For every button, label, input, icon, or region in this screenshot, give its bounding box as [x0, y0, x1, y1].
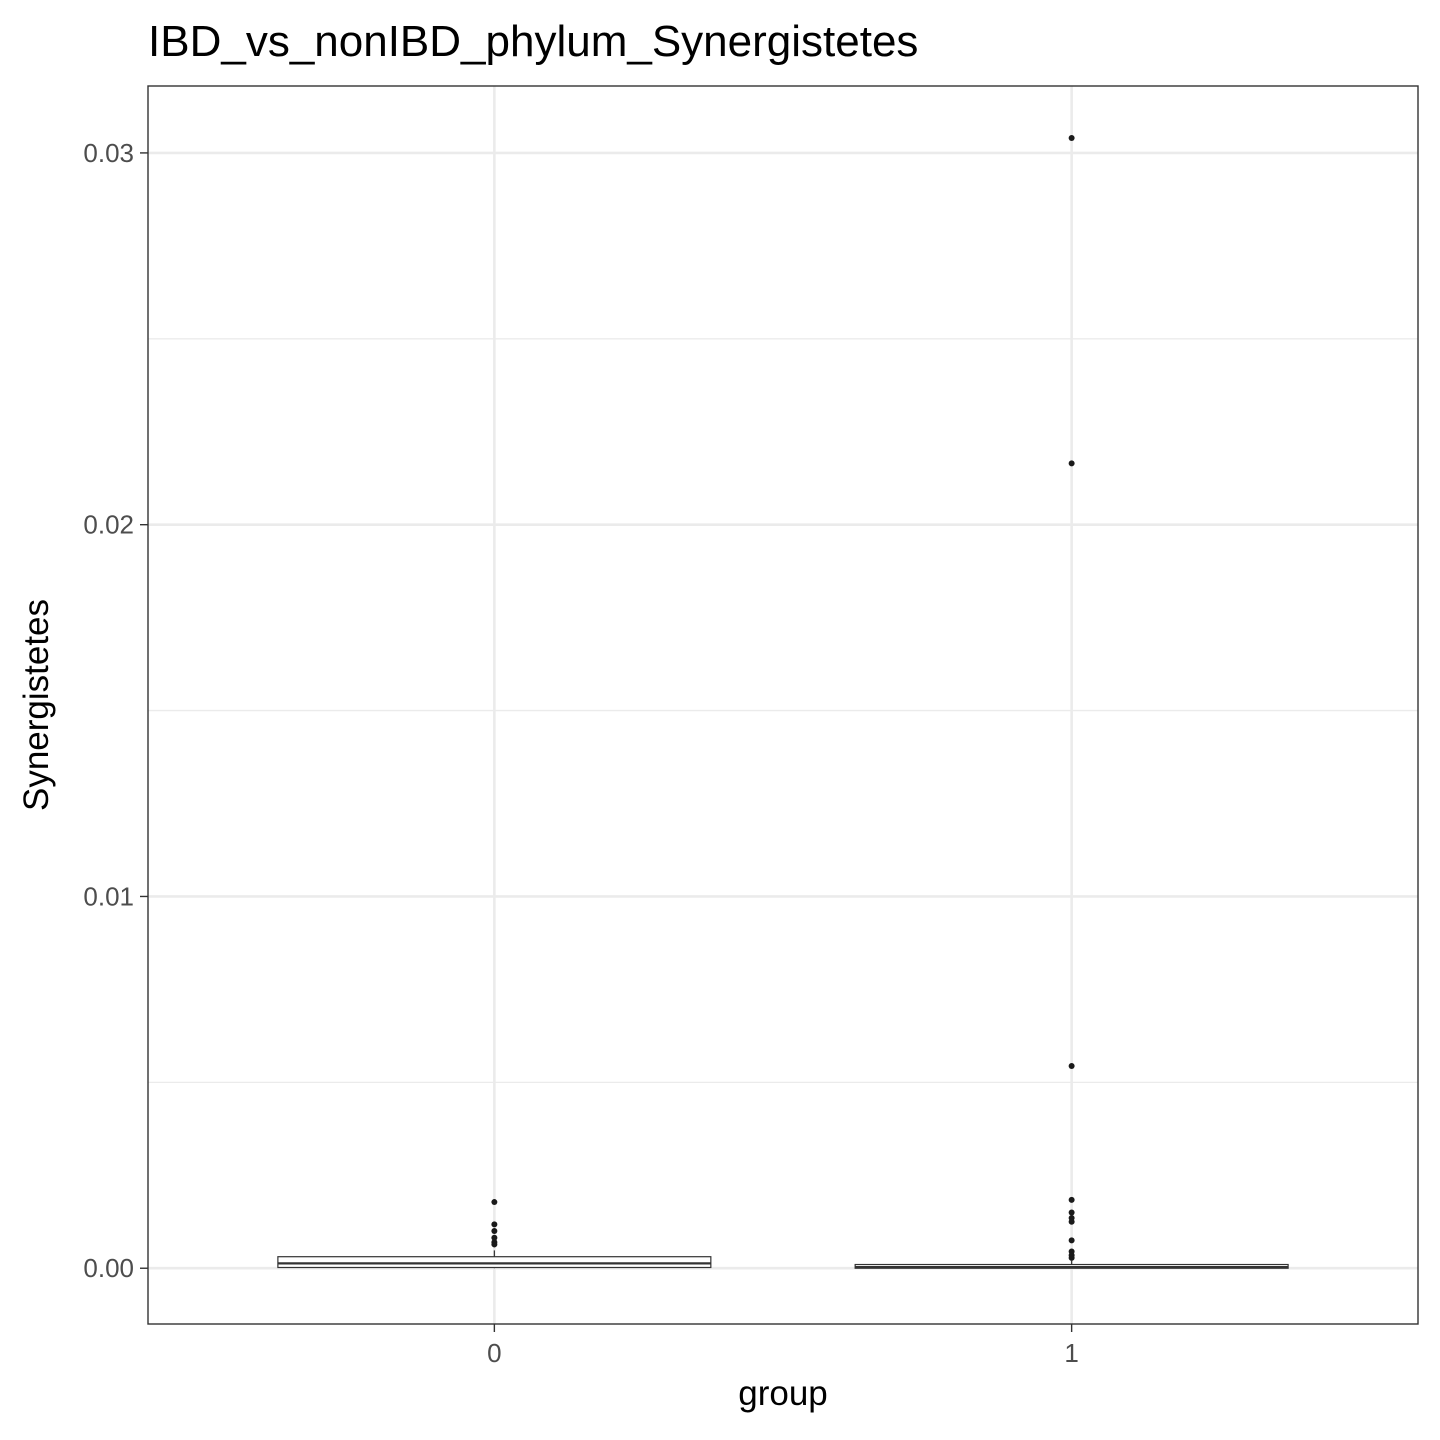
x-axis-title: group	[738, 1374, 828, 1413]
box-group-1	[854, 135, 1289, 1269]
y-axis: 0.00 0.01 0.02 0.03	[83, 138, 148, 1283]
outlier-point	[1068, 135, 1075, 142]
y-tick-label: 0.02	[83, 510, 134, 540]
outlier-point	[1068, 1209, 1075, 1216]
plot-panel-border	[147, 85, 1419, 1325]
outlier-point	[1068, 1218, 1075, 1225]
outlier-point	[1068, 1062, 1075, 1069]
y-axis-title: Synergistetes	[17, 599, 56, 811]
outlier-point	[491, 1199, 498, 1206]
x-tick-label: 1	[1064, 1338, 1078, 1368]
outlier-point	[491, 1228, 498, 1235]
outlier-point	[1068, 1196, 1075, 1203]
box-group-0	[277, 1199, 712, 1269]
box-iqr	[277, 1256, 712, 1269]
y-tick-label: 0.00	[83, 1253, 134, 1283]
outlier-point	[1068, 460, 1075, 467]
outlier-point	[491, 1221, 498, 1228]
outlier-point	[491, 1241, 498, 1248]
x-tick-label: 0	[487, 1338, 501, 1368]
outlier-point	[491, 1234, 498, 1241]
y-tick-label: 0.03	[83, 138, 134, 168]
y-tick-label: 0.01	[83, 881, 134, 911]
outlier-point	[1068, 1254, 1075, 1261]
plot-panel-background	[148, 86, 1418, 1324]
chart-title: IBD_vs_nonIBD_phylum_Synergistetes	[148, 17, 918, 66]
box-series	[277, 135, 1289, 1269]
outlier-point	[1068, 1237, 1075, 1244]
grid-lines	[148, 86, 1418, 1324]
